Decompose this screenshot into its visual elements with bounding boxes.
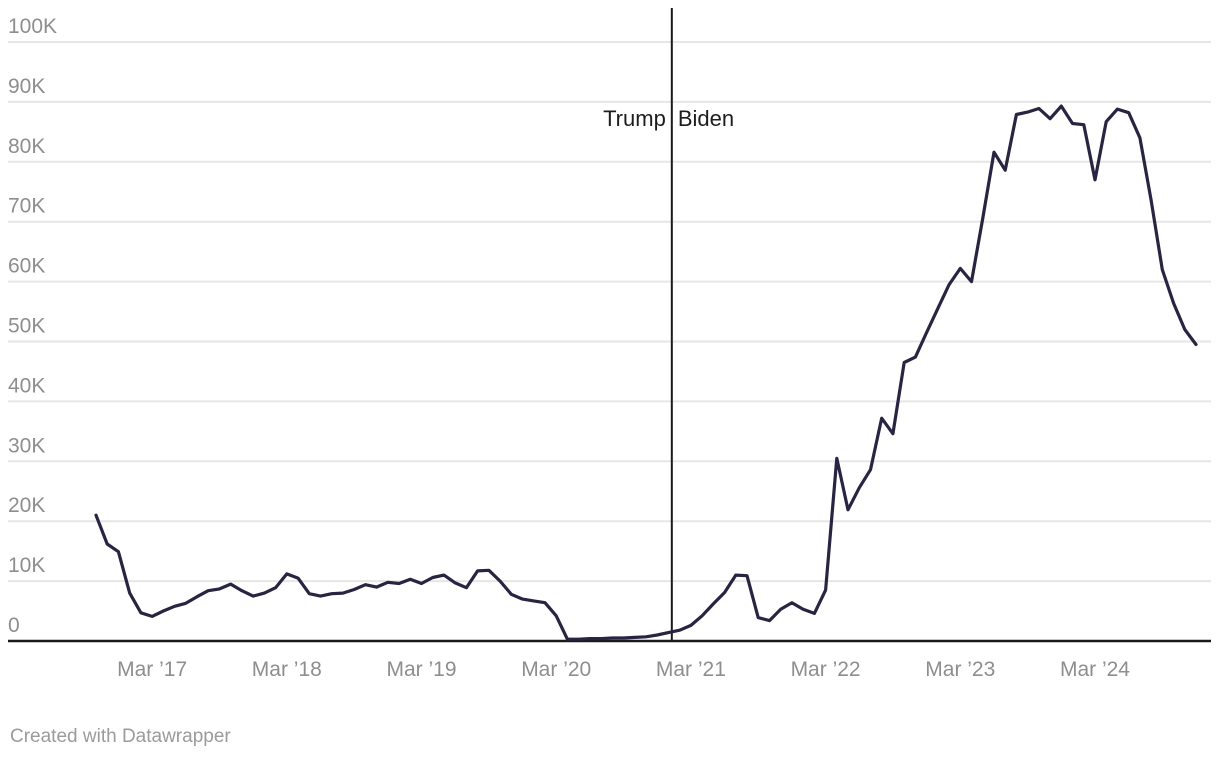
datawrapper-credit: Created with Datawrapper: [10, 726, 231, 747]
x-tick-label: Mar ’19: [386, 658, 456, 681]
y-tick-label: 90K: [8, 75, 45, 98]
x-tick-label: Mar ’17: [117, 658, 187, 681]
trump-label: Trump: [603, 106, 666, 131]
x-tick-label: Mar ’21: [656, 658, 726, 681]
biden-label: Biden: [678, 106, 734, 131]
data-series-line: [94, 104, 1198, 641]
y-tick-label: 50K: [8, 315, 45, 338]
y-tick-label: 60K: [8, 255, 45, 278]
x-tick-label: Mar ’20: [521, 658, 591, 681]
x-tick-label: Mar ’24: [1060, 658, 1130, 681]
y-tick-label: 100K: [8, 15, 57, 38]
y-tick-label: 40K: [8, 374, 45, 397]
y-tick-label: 10K: [8, 554, 45, 577]
y-axis-labels: 100K 90K 80K 70K 60K 50K 40K 30K 20K 10K 0: [8, 15, 57, 637]
x-axis-labels: Mar ’17 Mar ’18 Mar ’19 Mar ’20 Mar ’21 Mar ’…: [117, 658, 1130, 681]
y-tick-label: 80K: [8, 135, 45, 158]
y-tick-label: 20K: [8, 494, 45, 517]
x-tick-label: Mar ’18: [252, 658, 322, 681]
y-tick-label: 0: [8, 614, 20, 637]
y-tick-label: 30K: [8, 434, 45, 457]
x-tick-label: Mar ’22: [791, 658, 861, 681]
y-tick-label: 70K: [8, 195, 45, 218]
x-tick-label: Mar ’23: [925, 658, 995, 681]
gridlines: [8, 41, 1211, 583]
